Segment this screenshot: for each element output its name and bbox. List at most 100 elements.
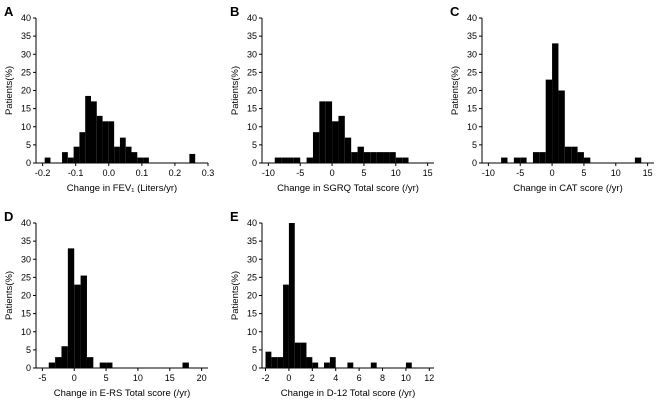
- x-tick-label: 5: [361, 168, 366, 178]
- x-tick-label: 2: [310, 373, 315, 383]
- histogram-bar: [61, 346, 68, 368]
- histogram-bar: [79, 132, 86, 163]
- panel-a: A -0.2 -0.1 0.0 0.1 0.2 0.3 0 5 10 15 20 25 30 35 40 Cha…: [4, 4, 214, 194]
- y-tick-label: 35: [247, 236, 257, 246]
- x-tick-label: 0: [286, 373, 291, 383]
- histogram-bar: [571, 146, 578, 163]
- histogram-bar: [108, 121, 115, 163]
- histogram-bar: [395, 157, 403, 163]
- y-tick-label: 35: [21, 31, 31, 41]
- x-tick-label: 0.0: [103, 168, 116, 178]
- y-axis-title: Patients(%): [4, 271, 15, 320]
- histogram-bar: [80, 275, 87, 368]
- y-axis-title: Patients(%): [450, 66, 461, 115]
- y-tick-label: 40: [247, 13, 257, 23]
- y-tick-label: 40: [467, 13, 477, 23]
- histogram-bar: [102, 121, 109, 163]
- y-tick-label: 5: [26, 140, 31, 150]
- y-tick-label: 15: [247, 309, 257, 319]
- x-tick-label: -10: [262, 168, 275, 178]
- histogram-bar: [357, 146, 364, 163]
- y-tick-label: 10: [21, 327, 31, 337]
- histogram-bar: [99, 362, 107, 368]
- x-tick-label: 0.1: [136, 168, 149, 178]
- histogram-bar: [306, 357, 313, 368]
- panel-label-b: B: [230, 4, 239, 19]
- histogram-bar: [312, 132, 320, 163]
- histogram-bar: [347, 362, 354, 368]
- histogram-bar: [125, 146, 132, 163]
- histogram-bar: [48, 362, 56, 368]
- y-tick-label: 30: [247, 254, 257, 264]
- histogram-bar: [137, 157, 144, 163]
- y-tick-label: 30: [247, 49, 257, 59]
- histogram-bar: [532, 152, 540, 163]
- x-tick-label: 15: [423, 168, 433, 178]
- y-tick-label: 30: [21, 254, 31, 264]
- y-tick-label: 40: [21, 13, 31, 23]
- y-tick-label: 20: [247, 86, 257, 96]
- histogram-bar: [294, 342, 301, 368]
- histogram-bar: [351, 152, 358, 163]
- histogram-bar: [96, 115, 103, 163]
- x-tick-label: -0.1: [68, 168, 84, 178]
- y-tick-label: 5: [472, 140, 477, 150]
- panel-b: B -10 -5 0 5 10 15 0 5 10 15 20 25 30 35 40 Change in SG…: [230, 4, 434, 194]
- histogram-bar: [332, 121, 339, 163]
- histogram-bar: [90, 101, 97, 163]
- histogram-bar: [271, 357, 278, 368]
- x-axis-title: Change in CAT score (/yr): [513, 183, 622, 194]
- histogram-bar: [44, 157, 51, 163]
- y-tick-label: 40: [21, 218, 31, 228]
- histogram-bar: [324, 362, 330, 368]
- histogram-bar: [300, 342, 307, 368]
- y-tick-label: 10: [21, 122, 31, 132]
- histogram-bar: [370, 362, 377, 368]
- x-tick-label: 4: [333, 373, 338, 383]
- histogram-bar: [634, 157, 642, 163]
- histogram-bar: [265, 351, 272, 368]
- histogram-bar: [287, 157, 294, 163]
- histogram-bar: [577, 152, 584, 163]
- histogram-bar: [62, 152, 68, 163]
- histogram-bar: [329, 357, 336, 368]
- y-tick-label: 0: [252, 363, 257, 373]
- histogram-bar: [520, 157, 527, 163]
- x-tick-label: 10: [611, 168, 621, 178]
- x-tick-label: 15: [643, 168, 653, 178]
- histogram-bar: [363, 152, 371, 163]
- y-tick-label: 15: [467, 104, 477, 114]
- histogram-bar: [344, 137, 352, 163]
- histogram-bar: [325, 101, 333, 163]
- histogram-bar: [513, 157, 521, 163]
- histogram-bar: [558, 90, 565, 163]
- panel-c: C -10 -5 0 5 10 15 0 5 10 15 20 25 30 35 40 Change in CA…: [450, 4, 654, 194]
- histogram-bar: [383, 152, 390, 163]
- x-tick-label: 12: [424, 373, 434, 383]
- y-tick-label: 35: [247, 31, 257, 41]
- x-tick-label: 6: [357, 373, 362, 383]
- x-tick-label: -0.2: [35, 168, 51, 178]
- y-tick-label: 10: [247, 122, 257, 132]
- y-tick-label: 40: [247, 218, 257, 228]
- panel-label-e: E: [230, 209, 239, 224]
- x-tick-label: -5: [296, 168, 304, 178]
- histogram-bar: [376, 152, 384, 163]
- histogram-bar: [564, 146, 572, 163]
- x-axis-title: Change in E-RS Total score (/yr): [54, 388, 191, 399]
- y-tick-label: 10: [247, 327, 257, 337]
- y-tick-label: 0: [26, 158, 31, 168]
- histogram-bar: [277, 357, 284, 368]
- histogram-bar: [501, 157, 508, 163]
- y-tick-label: 5: [252, 345, 257, 355]
- x-tick-label: 0.2: [169, 168, 182, 178]
- x-tick-label: -5: [516, 168, 524, 178]
- x-axis-title: Change in D-12 Total score (/yr): [281, 388, 415, 399]
- y-tick-label: 35: [21, 236, 31, 246]
- y-tick-label: 25: [247, 272, 257, 282]
- panel-e: E -2 0 2 4 6 8 10 12 0 5 10 15 20 25 30 35 40 Change in D-…: [230, 209, 434, 399]
- y-axis-title: Patients(%): [230, 66, 241, 115]
- x-axis-title: Change in FEV₁ (Liters/yr): [67, 183, 177, 194]
- histogram-bar: [539, 152, 546, 163]
